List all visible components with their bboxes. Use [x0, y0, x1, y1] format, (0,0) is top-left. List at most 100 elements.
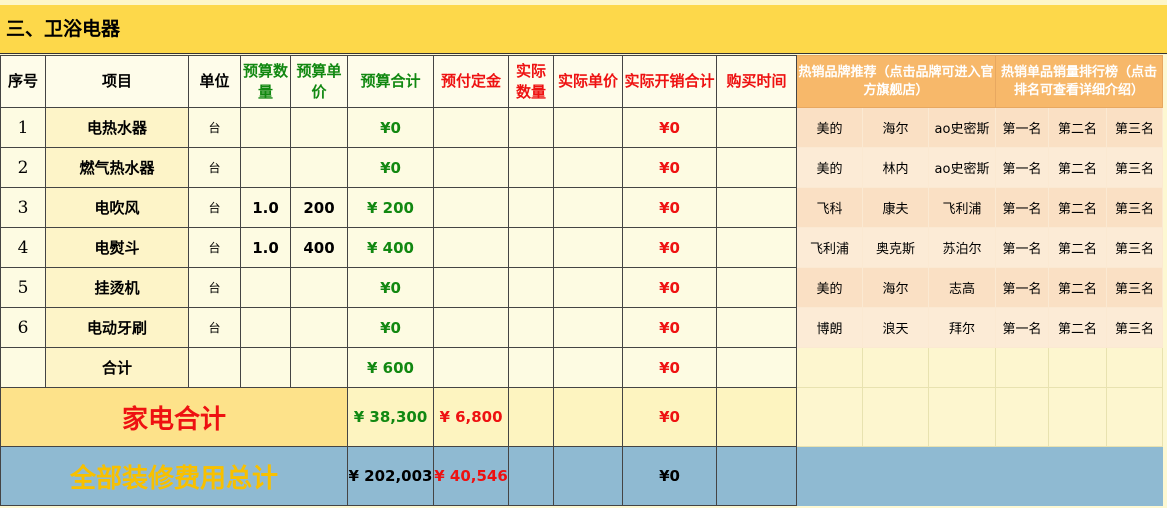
grand-total-deposit[interactable]: ¥ 40,546 — [433, 446, 509, 506]
seq-cell[interactable]: 4 — [0, 227, 46, 268]
budget-price-cell[interactable]: 400 — [290, 227, 348, 268]
purchase-time-cell[interactable] — [716, 347, 797, 388]
actual-qty-cell[interactable] — [508, 347, 554, 388]
actual-qty-cell[interactable] — [508, 147, 554, 188]
empty-cell[interactable] — [796, 347, 863, 388]
seq-cell[interactable] — [0, 347, 46, 388]
actual-price-cell[interactable] — [553, 147, 623, 188]
budget-qty-cell[interactable] — [240, 107, 291, 148]
rank-link[interactable]: 第二名 — [1048, 107, 1108, 148]
seq-cell[interactable]: 1 — [0, 107, 46, 148]
empty-cell[interactable] — [716, 446, 797, 506]
rank-link[interactable]: 第一名 — [995, 187, 1050, 228]
grand-total-budget[interactable]: ¥ 202,003 — [347, 446, 434, 506]
budget-total-cell[interactable]: ¥0 — [347, 147, 434, 188]
actual-qty-cell[interactable] — [508, 307, 554, 348]
budget-price-cell[interactable] — [290, 347, 348, 388]
seq-cell[interactable]: 3 — [0, 187, 46, 228]
rank-link[interactable]: 第三名 — [1106, 147, 1164, 188]
deposit-cell[interactable] — [433, 107, 509, 148]
actual-price-cell[interactable] — [553, 347, 623, 388]
rank-link[interactable]: 第二名 — [1048, 187, 1108, 228]
header-deposit[interactable]: 预付定金 — [433, 55, 509, 108]
rank-link[interactable]: 第三名 — [1106, 227, 1164, 268]
brand-link[interactable]: ao史密斯 — [927, 147, 997, 188]
rank-link[interactable]: 第三名 — [1106, 307, 1164, 348]
purchase-time-cell[interactable] — [716, 187, 797, 228]
brand-link[interactable]: 飞利浦 — [796, 227, 863, 268]
item-cell[interactable]: 电吹风 — [45, 187, 189, 228]
budget-price-cell[interactable] — [290, 267, 348, 308]
rank-link[interactable]: 第一名 — [995, 227, 1050, 268]
header-actual-qty[interactable]: 实际数量 — [508, 55, 554, 108]
empty-cell[interactable] — [862, 387, 929, 447]
budget-total-cell[interactable]: ¥0 — [347, 307, 434, 348]
item-cell[interactable]: 挂烫机 — [45, 267, 189, 308]
rank-link[interactable]: 第二名 — [1048, 147, 1108, 188]
actual-qty-cell[interactable] — [508, 227, 554, 268]
empty-cell[interactable] — [553, 446, 623, 506]
rank-link[interactable]: 第二名 — [1048, 267, 1108, 308]
grand-total-label[interactable]: 全部装修费用总计 — [0, 446, 348, 506]
deposit-cell[interactable] — [433, 347, 509, 388]
brand-link[interactable]: 美的 — [796, 107, 863, 148]
actual-price-cell[interactable] — [553, 267, 623, 308]
actual-price-cell[interactable] — [553, 307, 623, 348]
brand-link[interactable]: 林内 — [862, 147, 929, 188]
empty-cell[interactable] — [995, 387, 1050, 447]
budget-total-cell[interactable]: ¥ 400 — [347, 227, 434, 268]
rank-link[interactable]: 第一名 — [995, 107, 1050, 148]
item-cell[interactable]: 电热水器 — [45, 107, 189, 148]
brand-link[interactable]: ao史密斯 — [927, 107, 997, 148]
header-actual-price[interactable]: 实际单价 — [553, 55, 623, 108]
budget-total-cell[interactable]: ¥0 — [347, 107, 434, 148]
header-seq[interactable]: 序号 — [0, 55, 46, 108]
rank-link[interactable]: 第三名 — [1106, 107, 1164, 148]
header-budget-price[interactable]: 预算单价 — [290, 55, 348, 108]
budget-qty-cell[interactable] — [240, 147, 291, 188]
brand-link[interactable]: 拜尔 — [927, 307, 997, 348]
empty-cell[interactable] — [508, 446, 554, 506]
budget-price-cell[interactable] — [290, 147, 348, 188]
brand-link[interactable]: 海尔 — [862, 107, 929, 148]
rank-link[interactable]: 第二名 — [1048, 307, 1108, 348]
rank-link[interactable]: 第一名 — [995, 267, 1050, 308]
actual-total-cell[interactable]: ¥0 — [622, 107, 717, 148]
actual-price-cell[interactable] — [553, 187, 623, 228]
budget-total-cell[interactable]: ¥0 — [347, 267, 434, 308]
empty-cell[interactable] — [927, 347, 997, 388]
purchase-time-cell[interactable] — [716, 227, 797, 268]
rank-link[interactable]: 第一名 — [995, 147, 1050, 188]
brand-link[interactable]: 美的 — [796, 147, 863, 188]
appliance-total-label[interactable]: 家电合计 — [0, 387, 348, 447]
rank-link[interactable]: 第二名 — [1048, 227, 1108, 268]
actual-qty-cell[interactable] — [508, 267, 554, 308]
unit-cell[interactable]: 台 — [188, 307, 241, 348]
unit-cell[interactable]: 台 — [188, 187, 241, 228]
brand-link[interactable]: 康夫 — [862, 187, 929, 228]
empty-cell[interactable] — [716, 387, 797, 447]
empty-cell[interactable] — [995, 347, 1050, 388]
seq-cell[interactable]: 2 — [0, 147, 46, 188]
empty-cell[interactable] — [796, 387, 863, 447]
deposit-cell[interactable] — [433, 227, 509, 268]
header-budget-qty[interactable]: 预算数量 — [240, 55, 291, 108]
empty-cell[interactable] — [927, 387, 997, 447]
actual-price-cell[interactable] — [553, 227, 623, 268]
header-sales-ranking[interactable]: 热销单品销量排行榜（点击排名可查看详细介绍） — [995, 55, 1164, 108]
budget-price-cell[interactable]: 200 — [290, 187, 348, 228]
rank-link[interactable]: 第三名 — [1106, 267, 1164, 308]
budget-price-cell[interactable] — [290, 107, 348, 148]
actual-total-cell[interactable]: ¥0 — [622, 307, 717, 348]
unit-cell[interactable]: 台 — [188, 147, 241, 188]
rank-link[interactable]: 第一名 — [995, 307, 1050, 348]
purchase-time-cell[interactable] — [716, 307, 797, 348]
actual-total-cell[interactable]: ¥0 — [622, 187, 717, 228]
subtotal-label[interactable]: 合计 — [45, 347, 189, 388]
grand-total-actual[interactable]: ¥0 — [622, 446, 717, 506]
actual-total-cell[interactable]: ¥0 — [622, 227, 717, 268]
section-title[interactable]: 三、卫浴电器 — [0, 5, 1167, 54]
unit-cell[interactable] — [188, 347, 241, 388]
actual-total-cell[interactable]: ¥0 — [622, 147, 717, 188]
subtotal-actual[interactable]: ¥0 — [622, 347, 717, 388]
